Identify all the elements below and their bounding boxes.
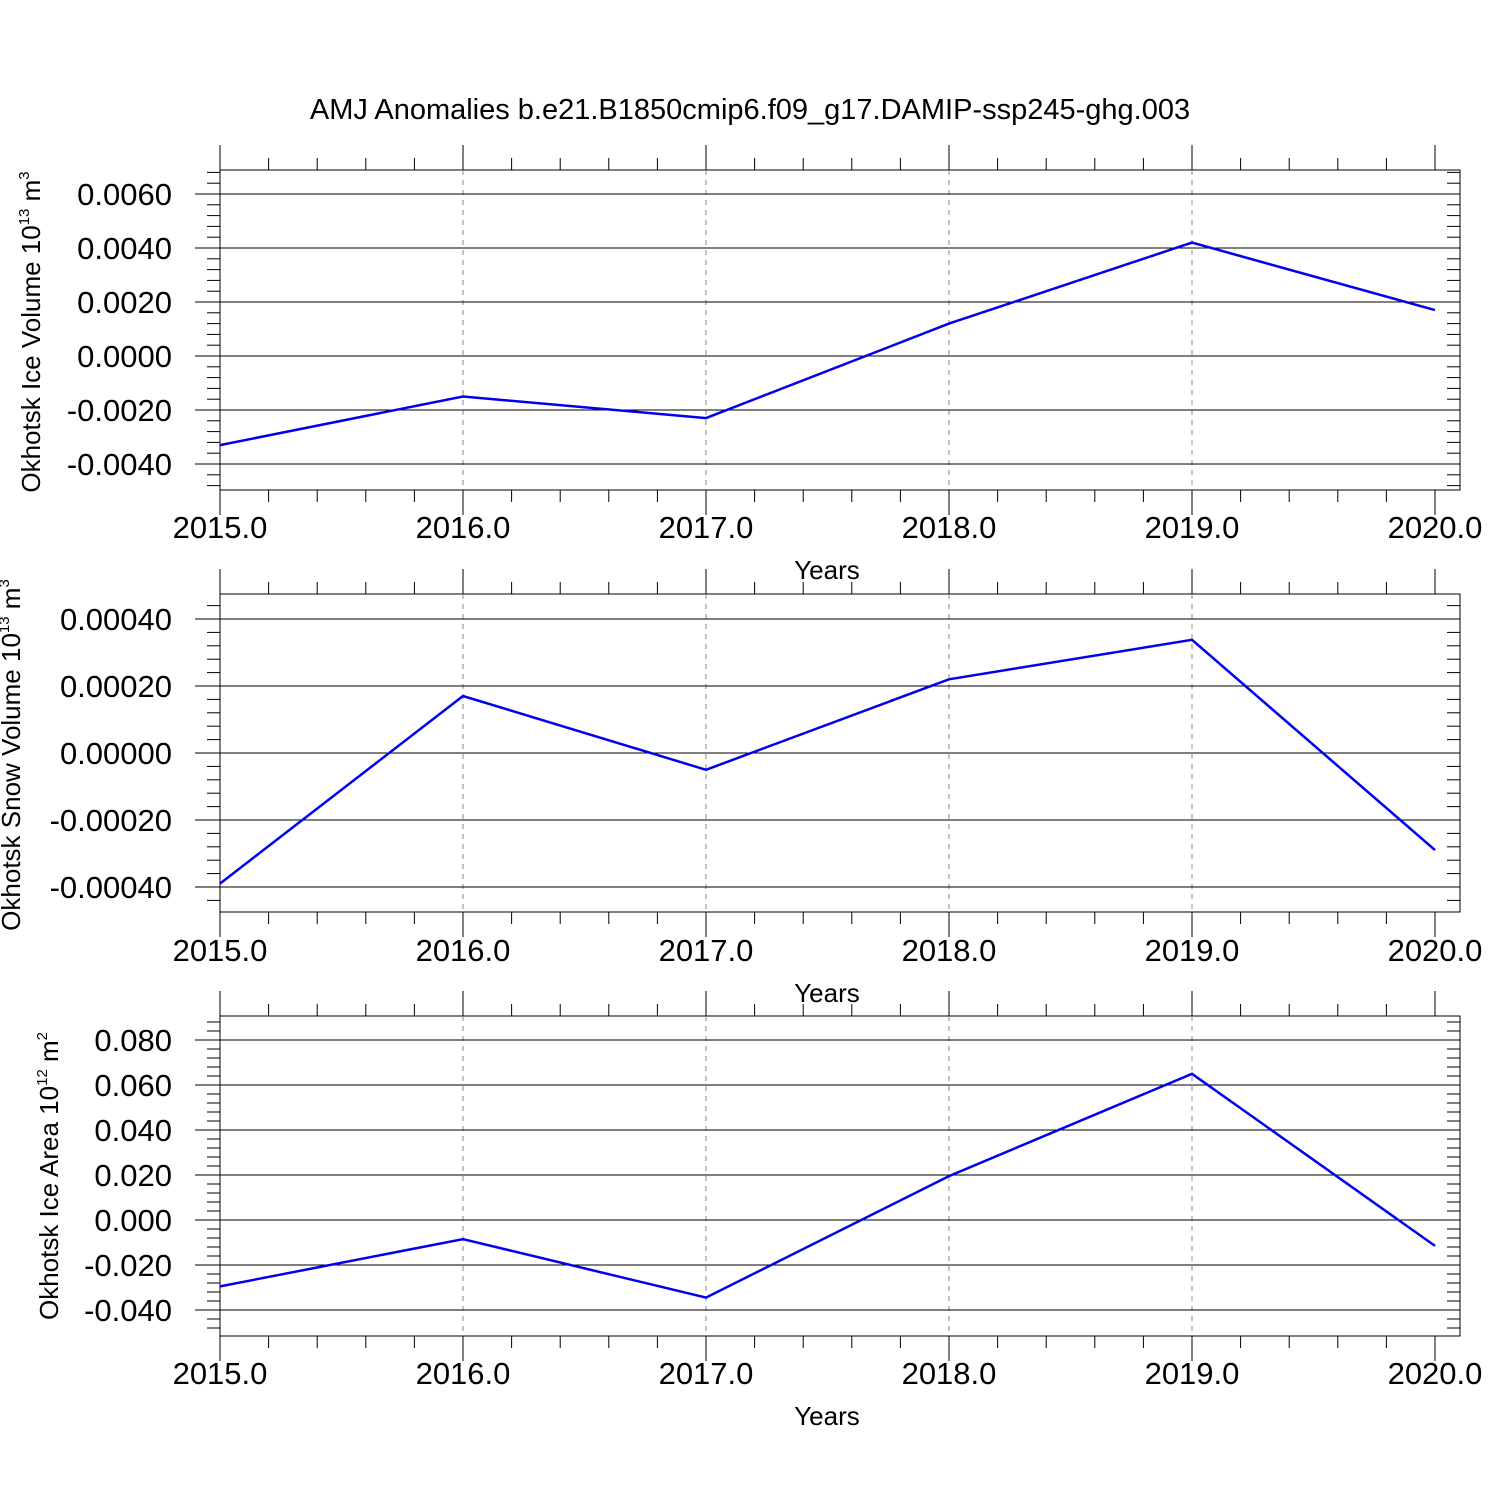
x-axis-label: Years (794, 978, 860, 1008)
y-tick-label: 0.000 (94, 1203, 172, 1238)
y-tick-label: 0.00020 (60, 669, 172, 704)
x-tick-label: 2020.0 (1388, 1356, 1483, 1391)
x-tick-label: 2016.0 (416, 510, 511, 545)
y-tick-label: 0.0020 (77, 285, 172, 320)
x-tick-label: 2018.0 (902, 510, 997, 545)
panel-2: -0.00040 -0.00020 0.00000 0.00020 0.00040 201… (0, 569, 1482, 1008)
panel-3: -0.040 -0.020 0.000 0.020 0.040 0.060 0.080 201… (34, 991, 1482, 1431)
y-tick-label: -0.00020 (50, 803, 172, 838)
x-tick-label: 2019.0 (1145, 1356, 1240, 1391)
x-axis-label: Years (794, 1401, 860, 1431)
x-tick-label: 2019.0 (1145, 510, 1240, 545)
x-tick-label: 2017.0 (659, 510, 754, 545)
x-tick-label: 2020.0 (1388, 933, 1483, 968)
series-line (219, 638, 1436, 885)
y-tick-label: 0.080 (94, 1023, 172, 1058)
x-tick-label: 2015.0 (173, 510, 268, 545)
figure-title: AMJ Anomalies b.e21.B1850cmip6.f09_g17.D… (310, 94, 1190, 126)
y-tick-label: 0.060 (94, 1068, 172, 1103)
series-line (219, 241, 1436, 447)
x-tick-label: 2017.0 (659, 1356, 754, 1391)
y-tick-label: 0.0000 (77, 339, 172, 374)
plot-frame (219, 169, 1461, 491)
panel-1: -0.0040 -0.0020 0.0000 0.0020 0.0040 0.0060 20… (16, 145, 1482, 585)
y-tick-label: 0.040 (94, 1113, 172, 1148)
x-tick-label: 2018.0 (902, 933, 997, 968)
y-tick-label: -0.0040 (67, 447, 172, 482)
x-axis-label: Years (794, 555, 860, 585)
y-tick-label: 0.00040 (60, 602, 172, 637)
x-tick-label: 2019.0 (1145, 933, 1240, 968)
x-tick-label: 2018.0 (902, 1356, 997, 1391)
x-tick-label: 2020.0 (1388, 510, 1483, 545)
y-tick-label: -0.00040 (50, 870, 172, 905)
y-tick-label: 0.00000 (60, 736, 172, 771)
y-axis-label: Okhotsk Ice Volume 1013 m3 (16, 171, 46, 492)
series-line (219, 1072, 1436, 1299)
y-tick-label: -0.0020 (67, 393, 172, 428)
y-tick-label: -0.020 (84, 1248, 172, 1283)
y-tick-label: -0.040 (84, 1293, 172, 1328)
x-tick-label: 2016.0 (416, 933, 511, 968)
y-axis-label: Okhotsk Ice Area 1012 m2 (34, 1032, 64, 1320)
y-axis-label: Okhotsk Snow Volume 1013 m3 (0, 579, 26, 931)
panels: -0.0040 -0.0020 0.0000 0.0020 0.0040 0.0060 20… (0, 145, 1482, 1431)
x-tick-label: 2016.0 (416, 1356, 511, 1391)
y-tick-label: 0.0040 (77, 231, 172, 266)
y-tick-label: 0.0060 (77, 177, 172, 212)
y-tick-label: 0.020 (94, 1158, 172, 1193)
x-tick-label: 2015.0 (173, 1356, 268, 1391)
x-tick-label: 2015.0 (173, 933, 268, 968)
plot-frame (219, 1015, 1461, 1337)
x-tick-label: 2017.0 (659, 933, 754, 968)
